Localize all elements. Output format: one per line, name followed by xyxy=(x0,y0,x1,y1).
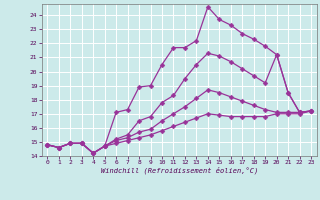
X-axis label: Windchill (Refroidissement éolien,°C): Windchill (Refroidissement éolien,°C) xyxy=(100,167,258,174)
